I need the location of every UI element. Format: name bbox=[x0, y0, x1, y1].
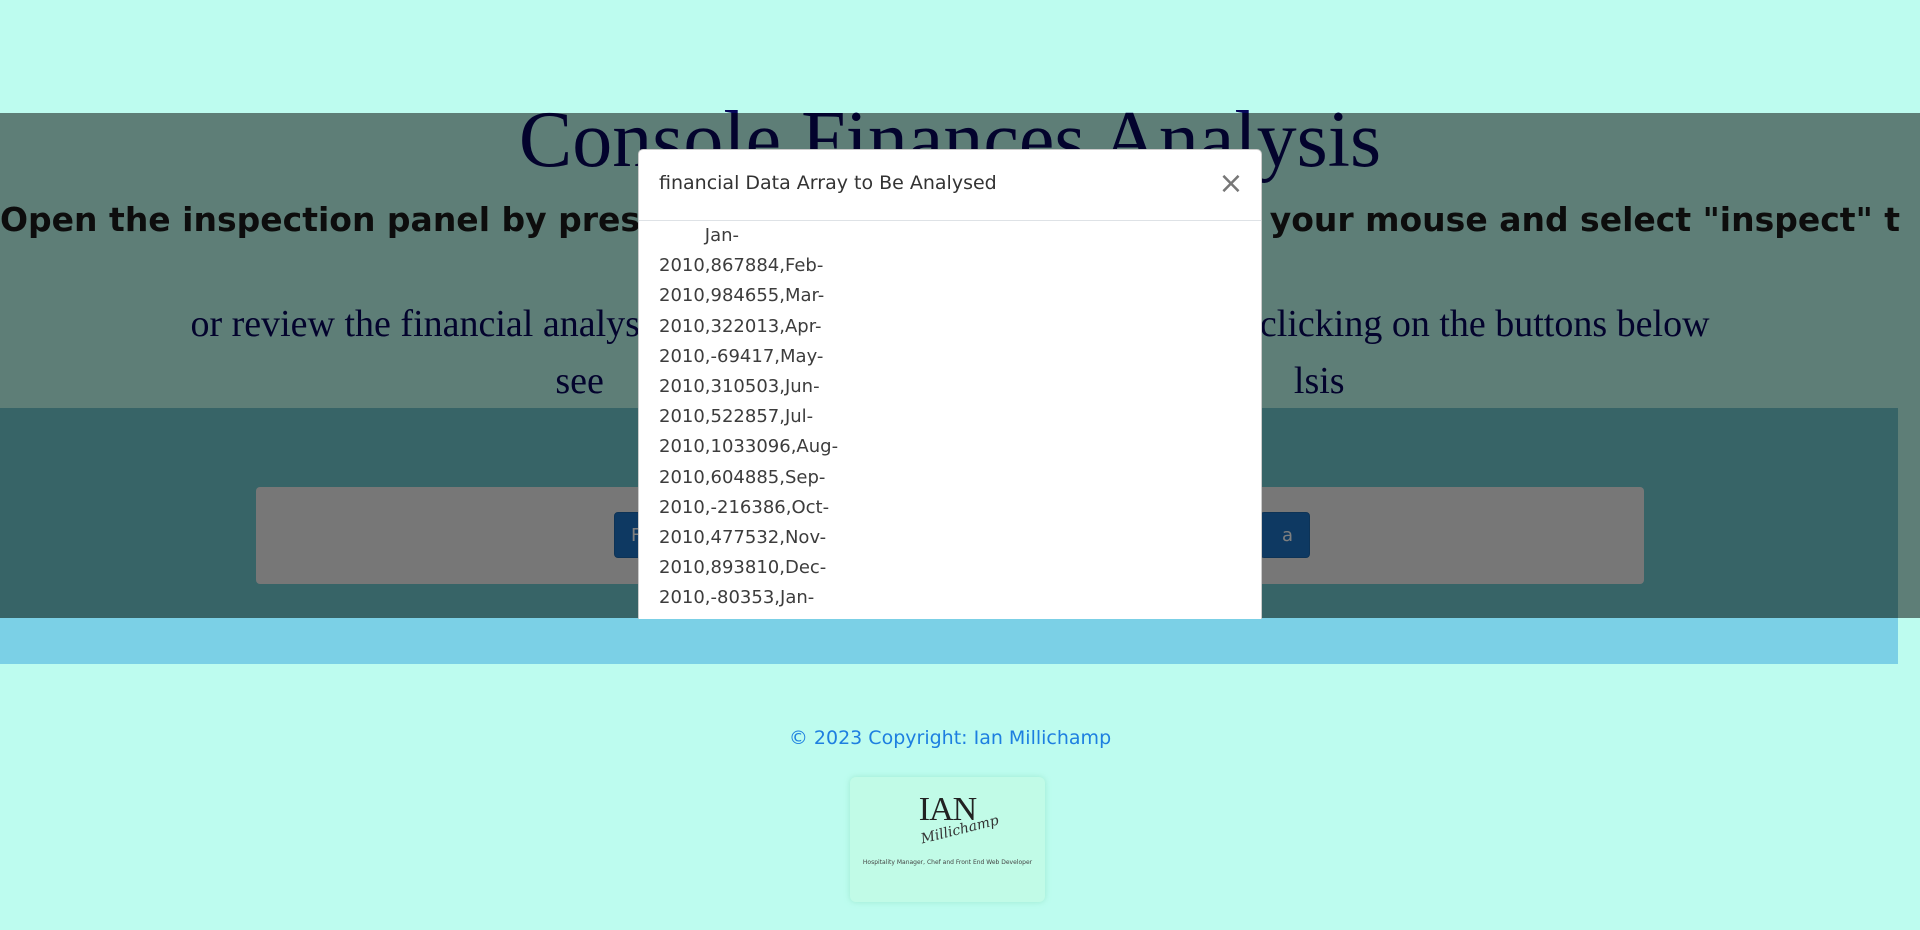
modal-header: financial Data Array to Be Analysed × bbox=[639, 150, 1261, 221]
financial-data-text: Jan-2010,867884,Feb-2010,984655,Mar-2010… bbox=[659, 225, 839, 609]
close-icon[interactable]: × bbox=[1218, 166, 1244, 201]
section-bottom-strip bbox=[0, 618, 1898, 664]
logo: IAN Millichamp Hospitality Manager, Chef… bbox=[850, 777, 1045, 902]
logo-main-text: IAN bbox=[918, 791, 977, 828]
modal-body[interactable]: Jan-2010,867884,Feb-2010,984655,Mar-2010… bbox=[639, 221, 1261, 616]
financial-data-modal: financial Data Array to Be Analysed × Ja… bbox=[638, 149, 1262, 619]
modal-title: financial Data Array to Be Analysed bbox=[659, 172, 997, 194]
logo-tagline: Hospitality Manager, Chef and Front End … bbox=[862, 859, 1033, 866]
footer-copyright[interactable]: © 2023 Copyright: Ian Millichamp bbox=[788, 727, 1112, 749]
